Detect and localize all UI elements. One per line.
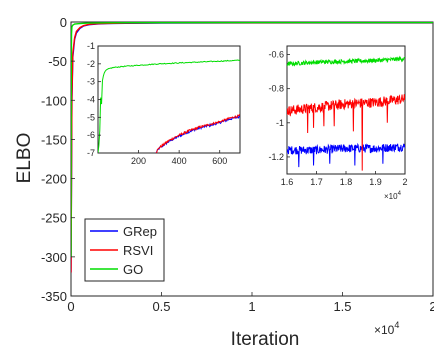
inset-left-y-tick-label: -3 (87, 77, 95, 87)
inset-right-y-tick-label: -0.8 (268, 84, 284, 94)
x-axis-exponent: ×104 (374, 320, 399, 337)
main-y-tick-label: -300 (41, 250, 67, 265)
main-series-go (71, 22, 433, 257)
inset-right-ticks: 1.6 1.7 1.8 1.9 2 -0.6 -0.8 -1 -1.2 (268, 50, 407, 187)
inset-left-y-tick-label: -7 (87, 148, 95, 158)
inset-left-y-tick-label: -1 (87, 41, 95, 51)
inset-right-series-rsvi (287, 94, 405, 171)
main-y-tick-label: -350 (41, 289, 67, 304)
inset-left-x-tick-label: 200 (131, 156, 146, 166)
inset-right-x-tick-label: 2 (402, 177, 407, 187)
inset-left-series-rsvi (155, 114, 240, 153)
inset-right-exponent: ×104 (384, 191, 402, 201)
inset-left-y-tick-label: -4 (87, 95, 95, 105)
inset-left-series-go (98, 59, 240, 153)
inset-left-y-tick-label: -2 (87, 59, 95, 69)
legend-label-grep: GRep (123, 224, 157, 239)
main-y-tick-label: 0 (60, 15, 67, 30)
inset-left-series-layer (98, 59, 240, 153)
inset-right-x-tick-label: 1.9 (369, 177, 382, 187)
inset-right-exponent-base: ×10 (384, 192, 398, 201)
inset-left-y-tick-label: -6 (87, 130, 95, 140)
main-x-tick-label: 0.5 (152, 299, 170, 314)
main-y-tick-label: -150 (41, 132, 67, 147)
legend-label-rsvi: RSVI (123, 243, 153, 258)
inset-right-y-tick-label: -1.2 (268, 152, 284, 162)
main-x-tick-label: 2 (429, 299, 434, 314)
main-axis-ticks: 0 0.5 1 1.5 2 0 -50 -100 -150 -200 -250 -300 -350 (41, 15, 434, 314)
inset-right-series-grep (287, 142, 405, 168)
inset-left-x-tick-label: 600 (212, 156, 227, 166)
legend-label-go: GO (123, 262, 143, 277)
inset-right-y-tick-label: -1 (276, 118, 284, 128)
inset-right-x-tick-label: 1.8 (340, 177, 353, 187)
x-exponent-base: ×10 (374, 323, 395, 337)
main-x-tick-label: 0 (67, 299, 74, 314)
inset-right-x-tick-label: 1.7 (310, 177, 323, 187)
main-x-tick-label: 1 (248, 299, 255, 314)
inset-right-y-tick-label: -0.6 (268, 50, 284, 60)
inset-right-exponent-power: 4 (398, 191, 402, 197)
x-axis-label: Iteration (231, 329, 300, 350)
legend: GRep RSVI GO (84, 218, 165, 282)
inset-left-ticks: 200 400 600 -1 -2 -3 -4 -5 -6 -7 (87, 41, 227, 166)
inset-left-x-tick-label: 400 (172, 156, 187, 166)
x-exponent-power: 4 (394, 320, 399, 330)
inset-left-area (97, 45, 241, 154)
inset-left-y-tick-label: -5 (87, 112, 95, 122)
main-x-tick-label: 1.5 (333, 299, 351, 314)
y-axis-label: ELBO (14, 133, 35, 184)
main-y-tick-label: -250 (41, 211, 67, 226)
main-y-tick-label: -50 (48, 54, 67, 69)
inset-right-series-layer (287, 55, 405, 171)
inset-right-x-tick-label: 1.6 (281, 177, 294, 187)
main-series-layer (71, 22, 433, 273)
main-y-tick-label: -100 (41, 93, 67, 108)
main-y-tick-label: -200 (41, 172, 67, 187)
inset-right-series-go (287, 55, 405, 67)
